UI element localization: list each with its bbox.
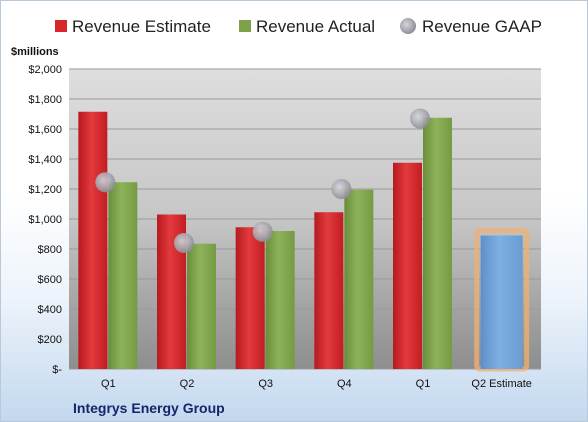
bar-revenue-actual [265,231,295,369]
marker-revenue-gaap [95,172,116,193]
company-name: Integrys Energy Group [73,400,225,416]
y-tick-label: $800 [38,244,62,256]
marker-revenue-gaap [410,108,430,129]
bar-q2-estimate [480,235,523,369]
legend-label-estimate: Revenue Estimate [72,17,211,36]
y-tick-label: $- [52,364,62,376]
legend: Revenue Estimate Revenue Actual Revenue … [55,17,542,36]
y-tick-label: $600 [38,274,62,286]
bar-revenue-estimate [235,227,265,369]
marker-revenue-gaap [174,233,194,253]
y-tick-label: $1,800 [28,94,62,106]
bar-revenue-actual [187,243,216,369]
bar-revenue-actual [108,182,138,369]
unit-label: $millions [11,46,59,58]
marker-revenue-gaap [252,221,273,242]
y-tick-label: $200 [38,334,62,346]
y-tick-label: $1,000 [28,214,62,226]
bar-revenue-actual [423,117,452,369]
y-tick-label: $2,000 [28,64,62,76]
legend-label-actual: Revenue Actual [256,17,375,36]
legend-swatch-actual [239,20,251,32]
x-axis: Q1 Q2 Q3 Q4 Q1 Q2 Estimate [101,378,532,390]
marker-revenue-gaap [331,179,352,199]
y-tick-label: $1,200 [28,184,62,196]
x-tick-label: Q1 [101,378,116,390]
legend-swatch-estimate [55,20,67,32]
bar-revenue-actual [344,189,374,369]
y-axis: $- $200 $400 $600 $800 $1,000 $1,200 $1,400 $1,6… [28,64,62,376]
x-tick-label: Q4 [337,378,352,390]
bar-revenue-estimate [393,162,422,369]
legend-label-gaap: Revenue GAAP [422,17,542,36]
x-tick-label: Q2 Estimate [471,378,532,390]
y-tick-label: $400 [38,304,62,316]
x-tick-label: Q1 [416,378,431,390]
y-tick-label: $1,400 [28,154,62,166]
y-tick-label: $1,600 [28,124,62,136]
bar-revenue-estimate [78,111,108,369]
x-tick-label: Q3 [258,378,273,390]
x-tick-label: Q2 [180,378,195,390]
bar-revenue-estimate [314,212,344,369]
gridlines [69,68,541,370]
bars [78,108,530,372]
legend-swatch-gaap [400,18,416,34]
